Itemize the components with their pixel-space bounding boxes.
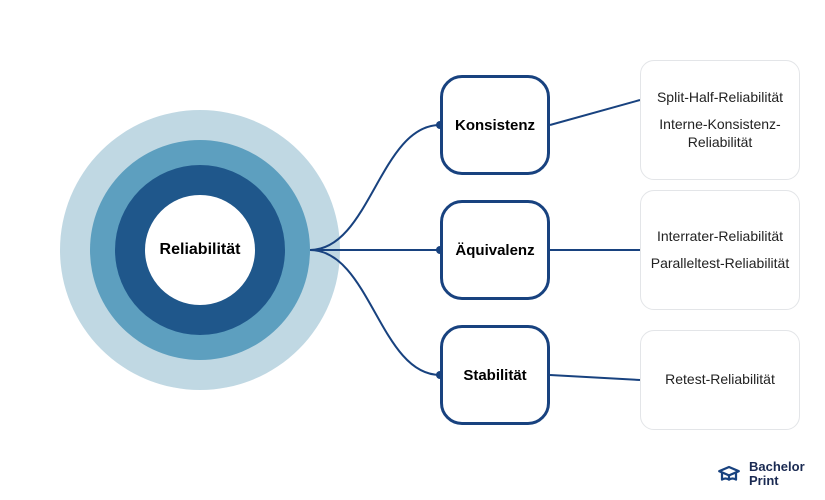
leaf-item: Split-Half-Reliabilität (657, 89, 783, 107)
leaf-item: Interne-Konsistenz-Reliabilität (641, 116, 799, 151)
center-node-label: Reliabilität (145, 195, 255, 305)
leaf-stabilitaet: Retest-Reliabilität (640, 330, 800, 430)
book-icon (715, 460, 743, 488)
brand-logo: Bachelor Print (715, 460, 805, 488)
diagram-stage: Reliabilität Konsistenz Äquivalenz Stabili… (0, 0, 825, 500)
node-label: Stabilität (463, 367, 526, 384)
node-label: Äquivalenz (455, 242, 534, 259)
leaf-item: Interrater-Reliabilität (657, 228, 783, 246)
leaf-item: Paralleltest-Reliabilität (651, 255, 790, 273)
node-aequivalenz: Äquivalenz (440, 200, 550, 300)
node-label: Konsistenz (455, 117, 535, 134)
node-stabilitaet: Stabilität (440, 325, 550, 425)
brand-line2: Print (749, 473, 779, 488)
brand-text: Bachelor Print (749, 460, 805, 487)
leaf-aequivalenz: Interrater-Reliabilität Paralleltest-Reli… (640, 190, 800, 310)
leaf-konsistenz: Split-Half-Reliabilität Interne-Konsisten… (640, 60, 800, 180)
leaf-item: Retest-Reliabilität (665, 371, 775, 389)
node-konsistenz: Konsistenz (440, 75, 550, 175)
